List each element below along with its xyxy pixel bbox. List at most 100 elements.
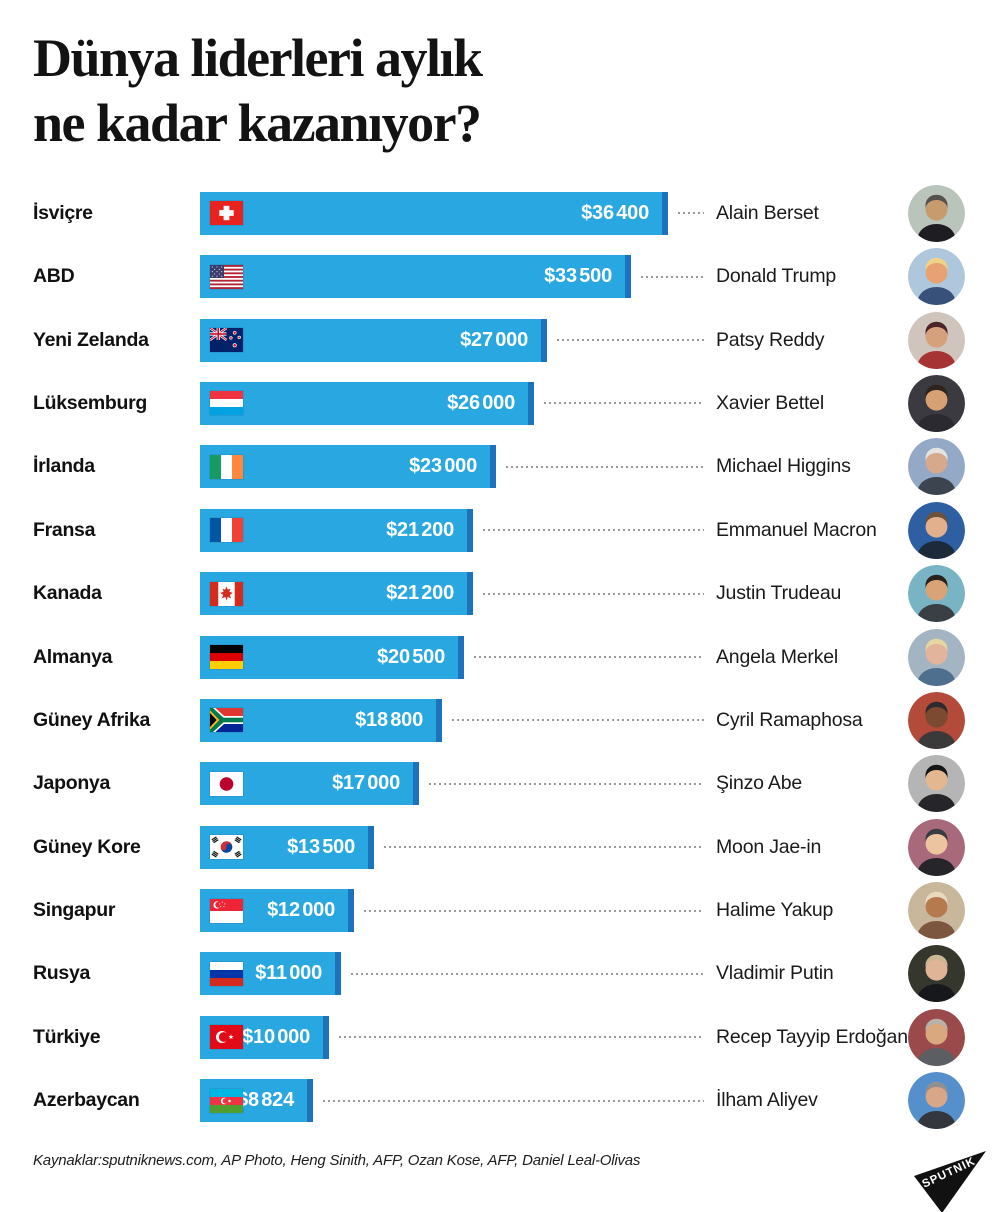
country-label: Lüksemburg (33, 391, 148, 414)
bar-area: $18 800 (200, 698, 716, 742)
leader-name: Angela Merkel (716, 645, 839, 668)
leader-photo (908, 691, 965, 749)
table-row: Güney Afrika $18 800 Cyril Ramaphosa (0, 689, 998, 752)
country-label: Rusya (33, 962, 91, 985)
salary-value: $36 400 (581, 201, 649, 224)
salary-bar: $8 824 (200, 1079, 313, 1123)
salary-value: $21 200 (386, 582, 454, 605)
country-label: Güney Afrika (33, 708, 151, 731)
leader-name: Patsy Reddy (716, 328, 825, 351)
leader-name: Justin Trudeau (716, 582, 842, 605)
salary-bar: $23 000 (200, 445, 496, 489)
dotted-leader-line (323, 1099, 704, 1102)
salary-bar: $27 000 (200, 318, 547, 362)
country-label: Türkiye (33, 1025, 101, 1048)
leader-photo (908, 882, 965, 940)
luxembourg-flag-icon (210, 391, 243, 416)
country-label: Almanya (33, 645, 113, 668)
bar-area: $10 000 (200, 1015, 716, 1059)
france-flag-icon (210, 518, 243, 543)
leader-photo (908, 1072, 965, 1130)
table-row: Lüksemburg $26 000 Xavier Bettel (0, 372, 998, 435)
country-label: İrlanda (33, 455, 95, 478)
country-label: Japonya (33, 772, 111, 795)
table-row: Güney Kore $13 500 Moon Jae-in (0, 816, 998, 879)
sources-credit: Kaynaklar:sputniknews.com, AP Photo, Hen… (33, 1152, 641, 1170)
bar-area: $36 400 (200, 191, 716, 235)
dotted-leader-line (452, 719, 704, 722)
sputnik-logo: SPUTNIK (904, 1138, 992, 1212)
leader-photo (908, 945, 965, 1003)
bar-area: $21 200 (200, 508, 716, 552)
salary-value: $12 000 (267, 899, 335, 922)
dotted-leader-line (384, 846, 704, 849)
dotted-leader-line (474, 656, 704, 659)
country-label: Azerbaycan (33, 1089, 140, 1112)
leader-photo (908, 1008, 965, 1066)
country-label: Singapur (33, 899, 116, 922)
salary-value: $26 000 (447, 391, 515, 414)
bar-area: $23 000 (200, 445, 716, 489)
leader-name: Moon Jae-in (716, 835, 822, 858)
dotted-leader-line (483, 592, 704, 595)
salary-bar: $10 000 (200, 1015, 329, 1059)
salary-value: $20 500 (377, 645, 445, 668)
leader-photo (908, 755, 965, 813)
salary-value: $33 500 (544, 265, 612, 288)
country-label: Güney Kore (33, 835, 141, 858)
salary-bar: $33 500 (200, 255, 631, 299)
bar-area: $21 200 (200, 572, 716, 616)
leader-photo (908, 248, 965, 306)
table-row: Kanada $21 200 Justin Trudeau (0, 562, 998, 625)
azerbaijan-flag-icon (210, 1088, 243, 1113)
ireland-flag-icon (210, 454, 243, 479)
leader-name: Michael Higgins (716, 455, 851, 478)
leader-name: Halime Yakup (716, 899, 834, 922)
leader-photo (908, 184, 965, 242)
table-row: İsviçre $36 400 Alain Berset (0, 182, 998, 245)
leader-photo (908, 818, 965, 876)
salary-bar: $17 000 (200, 762, 419, 806)
switzerland-flag-icon (210, 201, 243, 226)
salary-value: $13 500 (287, 835, 355, 858)
salary-bar: $18 800 (200, 698, 442, 742)
salary-bar: $11 000 (200, 952, 341, 996)
south-africa-flag-icon (210, 708, 243, 733)
leader-name: İlham Aliyev (716, 1089, 818, 1112)
country-label: Kanada (33, 582, 102, 605)
page-title: Dünya liderleri aylık ne kadar kazanıyor? (0, 0, 998, 156)
salary-bar: $21 200 (200, 572, 473, 616)
salary-value: $8 824 (237, 1089, 294, 1112)
leader-name: Donald Trump (716, 265, 837, 288)
leader-name: Şinzo Abe (716, 772, 803, 795)
table-row: Azerbaycan $8 824 İlham Aliyev (0, 1069, 998, 1132)
bar-area: $8 824 (200, 1079, 716, 1123)
bar-area: $20 500 (200, 635, 716, 679)
table-row: Singapur $12 000 Halime Yakup (0, 879, 998, 942)
table-row: Türkiye $10 000 Recep Tayyip Erdoğan (0, 1006, 998, 1069)
singapore-flag-icon (210, 898, 243, 923)
table-row: ABD $33 500 Donald Trump (0, 245, 998, 308)
bar-area: $13 500 (200, 825, 716, 869)
title-line-2: ne kadar kazanıyor? (33, 92, 482, 153)
table-row: Yeni Zelanda $27 000 Patsy Reddy (0, 308, 998, 371)
footer: Kaynaklar:sputniknews.com, AP Photo, Hen… (0, 1132, 998, 1212)
japan-flag-icon (210, 771, 243, 796)
leader-name: Alain Berset (716, 201, 819, 224)
turkey-flag-icon (210, 1025, 243, 1050)
germany-flag-icon (210, 645, 243, 670)
country-label: Yeni Zelanda (33, 328, 149, 351)
title-line-1: Dünya liderleri aylık (33, 28, 483, 88)
dotted-leader-line (678, 212, 704, 215)
salary-bar: $21 200 (200, 508, 473, 552)
canada-flag-icon (210, 581, 243, 606)
bar-chart: İsviçre $36 400 Alain Berset ABD $33 500 (0, 182, 998, 1133)
dotted-leader-line (364, 909, 704, 912)
leader-name: Xavier Bettel (716, 391, 824, 414)
dotted-leader-line (339, 1036, 704, 1039)
table-row: Rusya $11 000 Vladimir Putin (0, 942, 998, 1005)
salary-bar: $20 500 (200, 635, 464, 679)
bar-area: $26 000 (200, 381, 716, 425)
table-row: Almanya $20 500 Angela Merkel (0, 625, 998, 688)
